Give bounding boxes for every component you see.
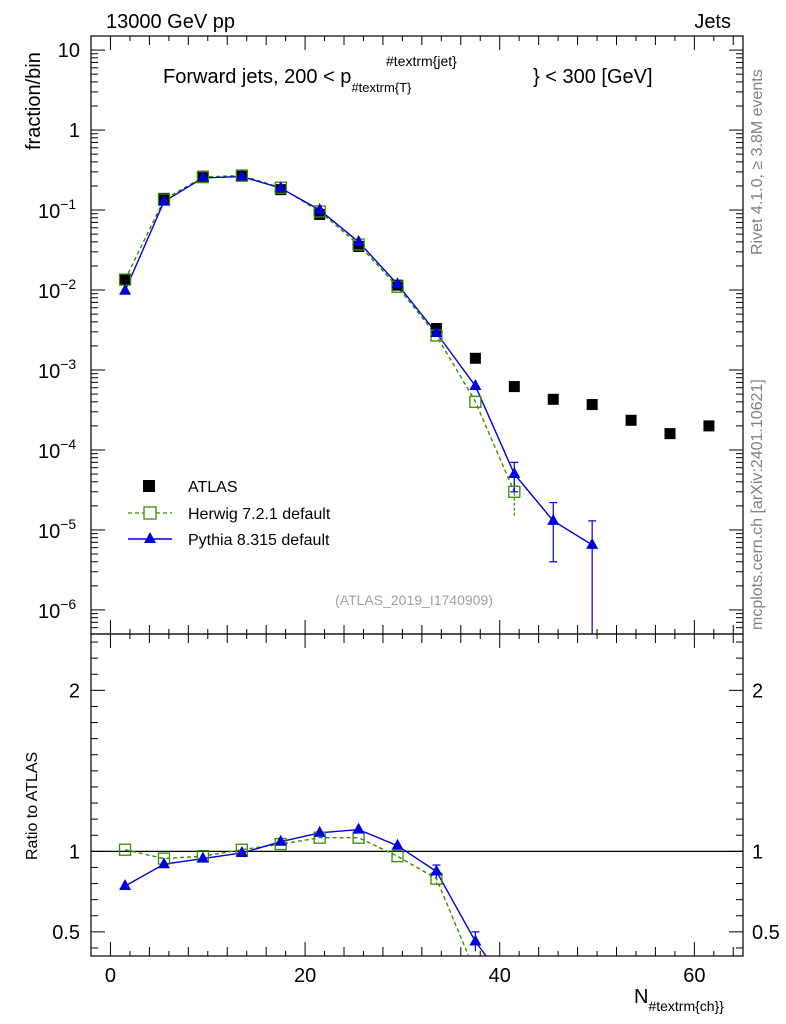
atlas-point	[508, 381, 520, 393]
pythia-ratio-point	[391, 838, 404, 850]
legend-pythia-marker	[144, 532, 156, 543]
pythia-point	[235, 169, 248, 181]
pythia-ratio-point	[274, 834, 287, 846]
pythia-ratio-point	[430, 864, 443, 876]
pythia-point	[196, 170, 209, 182]
pythia-ratio-point	[196, 851, 209, 863]
legend-herwig-label: Herwig 7.2.1 default	[188, 506, 331, 523]
x-tick-label: 60	[683, 965, 705, 987]
atlas-point	[314, 208, 326, 220]
pythia-ratio-line	[124, 828, 487, 957]
atlas-point	[469, 352, 481, 364]
atlas-point	[703, 420, 715, 432]
herwig-ratio-point	[391, 850, 404, 863]
y-axis-title: fraction/bin	[23, 52, 45, 150]
ratio-y-tick-label-right: 0.5	[752, 922, 780, 944]
mcplots-label: mcplots.cern.ch [arXiv:2401.10621]	[749, 379, 766, 630]
ratio-data-marks	[118, 822, 487, 957]
pythia-ratio-point	[235, 845, 248, 857]
ratio-panel-frame	[90, 633, 744, 957]
pythia-ratio-point	[352, 822, 365, 834]
ratio-y-tick-label: 1	[69, 841, 80, 863]
y-tick-label: 10−6	[38, 596, 76, 623]
herwig-line	[124, 174, 515, 493]
y-tick-label: 10−3	[38, 356, 76, 383]
x-tick-label: 0	[105, 965, 116, 987]
atlas-point	[625, 414, 637, 426]
atlas-point	[586, 399, 598, 411]
y-tick-label: 10−5	[38, 516, 76, 543]
ratio-y-tick-label: 2	[69, 680, 80, 702]
pythia-point	[391, 277, 404, 289]
pythia-point	[508, 467, 521, 479]
legend: ATLAS Herwig 7.2.1 default Pythia 8.315 …	[128, 479, 331, 549]
pythia-point	[313, 203, 326, 215]
pythia-point	[469, 379, 482, 391]
legend-atlas-label: ATLAS	[188, 479, 238, 496]
atlas-point	[353, 241, 365, 253]
pythia-point	[352, 234, 365, 246]
pythia-ratio-point	[157, 857, 170, 869]
analysis-watermark: (ATLAS_2019_I1740909)	[335, 592, 493, 608]
y-tick-label: 1	[69, 120, 80, 142]
legend-herwig-marker	[143, 506, 157, 520]
herwig-ratio-line	[124, 837, 470, 957]
pythia-point	[157, 194, 170, 206]
pythia-ratio-point	[313, 825, 326, 837]
pythia-point	[586, 537, 599, 549]
y-tick-label: 10−2	[38, 276, 76, 303]
rivet-label: Rivet 4.1.0, ≥ 3.8M events	[749, 69, 766, 255]
atlas-point	[547, 393, 559, 405]
ratio-y-tick-label-right: 2	[752, 680, 763, 702]
y-tick-label: 10−1	[38, 196, 76, 223]
ratio-y-tick-label-right: 1	[752, 841, 763, 863]
x-tick-label: 40	[489, 965, 511, 987]
energy-label: 13000 GeV pp	[106, 11, 235, 33]
pythia-ratio-point	[119, 878, 132, 890]
ratio-axis-ticks: 0 20 40 60 2 2 1 1 0.5 0.5	[52, 641, 780, 987]
ratio-y-tick-label: 0.5	[52, 922, 80, 944]
x-axis-title: N#textrm{ch}}	[634, 986, 724, 1014]
legend-pythia-label: Pythia 8.315 default	[188, 532, 330, 549]
x-tick-label: 20	[294, 965, 316, 987]
main-title: Forward jets, 200 < p#textrm{T}#textrm{j…	[163, 53, 653, 95]
legend-atlas-marker	[143, 480, 155, 492]
main-axis-ticks: 10 1 10−1 10−2 10−3 10−4 10−5 10−6	[38, 36, 743, 956]
ratio-axis-title: Ratio to ATLAS	[24, 752, 41, 860]
atlas-point	[664, 428, 676, 440]
herwig-point	[508, 485, 521, 498]
y-tick-label: 10	[58, 40, 80, 62]
y-tick-label: 10−4	[38, 436, 76, 463]
pythia-point	[547, 513, 560, 525]
pythia-point	[119, 283, 132, 295]
main-data-marks	[118, 169, 715, 634]
category-label: Jets	[694, 11, 731, 33]
pythia-point	[274, 181, 287, 193]
pythia-point	[430, 326, 443, 338]
herwig-ratio-point	[118, 843, 132, 856]
pythia-ratio-point	[469, 934, 482, 946]
herwig-point	[469, 395, 482, 408]
atlas-point	[119, 274, 131, 286]
